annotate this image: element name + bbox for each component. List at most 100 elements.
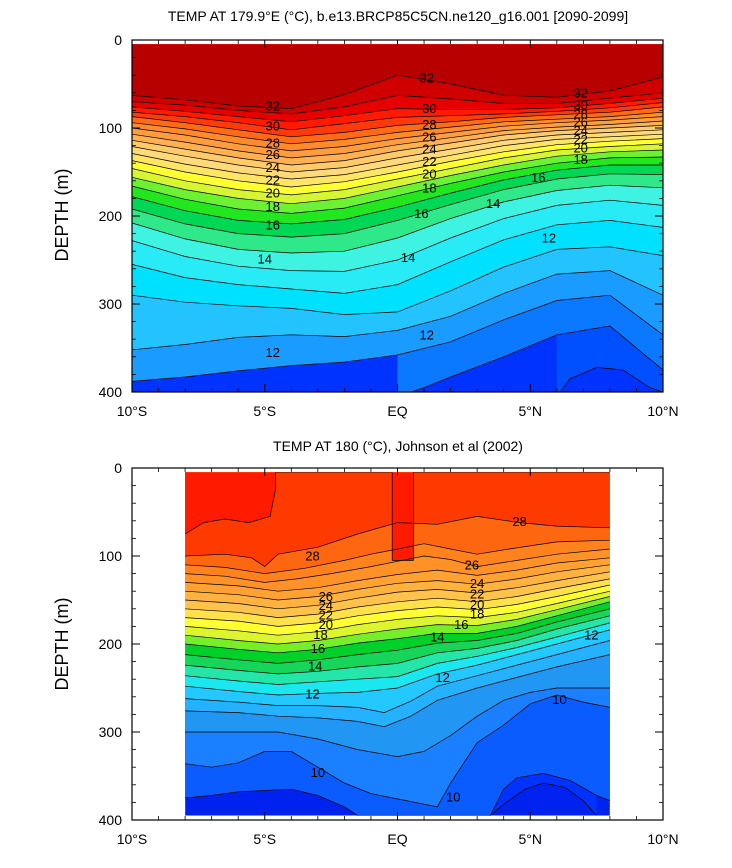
panel-top-contour-label: 20 (265, 186, 279, 201)
panel-bottom-isotherm-27 (185, 539, 610, 574)
panel-top-y-tick-label: 300 (99, 296, 123, 312)
panel-top-contour-label: 14 (486, 196, 500, 211)
panel-bottom-contour-label: 12 (435, 670, 449, 685)
panel-top-x-tick-label: 10°N (647, 403, 678, 419)
panel-bottom-x-tick-label: 10°S (117, 831, 148, 847)
panel-top-x-tick-label: 5°N (519, 403, 543, 419)
panel-top-contour-label: 32 (573, 85, 587, 100)
panel-top-isotherm-22 (132, 133, 663, 180)
panel-top-isotherm-31 (132, 92, 663, 115)
panel-top-isotherm-30 (132, 97, 663, 123)
panel-bottom-contour-label: 20 (470, 597, 484, 612)
panel-top-band-32 (132, 44, 663, 109)
panel-top-isotherm-24 (132, 125, 663, 166)
panel-top-isotherm-23 (132, 129, 663, 173)
panel-top-isotherm-13 (132, 220, 663, 294)
panel-bottom-isotherm-10 (185, 694, 610, 808)
panel-bottom-contour-label: 26 (465, 557, 479, 572)
panel-bottom-isotherm-16 (185, 615, 610, 675)
panel-bottom-contour-label: 24 (470, 576, 484, 591)
panel-top-isotherm-10 (132, 294, 663, 382)
panel-top-isotherm-17 (132, 164, 663, 225)
panel-bottom-contour-label: 22 (470, 586, 484, 601)
panel-bottom-contour-lines (185, 472, 610, 816)
panel-top-isotherm-16 (132, 173, 663, 238)
panel-bottom-isotherm-29 (185, 472, 610, 561)
panel-top-contour-label: 30 (265, 119, 279, 134)
panel-top-y-tick-label: 100 (99, 120, 123, 136)
panel-top-contour-label: 16 (531, 170, 545, 185)
panel-bottom-contour-label: 14 (308, 659, 322, 674)
panel-top-contour-label: 32 (419, 70, 433, 85)
panel-bottom-y-tick-label: 0 (114, 460, 122, 476)
panel-top-contour-label: 22 (573, 132, 587, 147)
panel-top-contour-label: 30 (573, 98, 587, 113)
panel-top-contour-fills (132, 44, 663, 393)
panel-top-contour-label: 28 (265, 135, 279, 150)
panel-top-isotherm-19 (132, 149, 663, 205)
panel-top-isotherm-32 (132, 74, 663, 109)
panel-bottom-x-tick-label: 5°N (519, 831, 543, 847)
panel-top-isotherm-28 (132, 106, 663, 138)
panel-top-isotherm-26 (132, 116, 663, 152)
panel-bottom-contour-label: 18 (313, 627, 327, 642)
panel-bottom-contour-label: 20 (319, 617, 333, 632)
panel-top-contour-label: 20 (422, 166, 436, 181)
panel-top-contour-label: 32 (265, 99, 279, 114)
panel-top-isotherm-12 (132, 246, 663, 315)
panel-top-title: TEMP AT 179.9°E (°C), b.e13.BRCP85C5CN.n… (168, 8, 628, 24)
panel-bottom-isotherm-26 (185, 548, 610, 583)
panel-top-isotherm-29 (132, 102, 663, 131)
panel-bottom-y-tick-label: 400 (99, 812, 123, 828)
panel-bottom-contour-label: 12 (584, 628, 598, 643)
panel-bottom-title: TEMP AT 180 (°C), Johnson et al (2002) (273, 438, 523, 454)
panel-bottom-contour-label: 28 (305, 549, 319, 564)
panel-top-contour-label: 14 (401, 250, 415, 265)
panel-bottom-y-tick-label: 100 (99, 548, 123, 564)
panel-top-contour-label: 22 (265, 172, 279, 187)
panel-bottom-contour-label: 26 (319, 589, 333, 604)
panel-top-contour-label: 26 (422, 129, 436, 144)
panel-top-x-tick-label: 10°S (117, 403, 148, 419)
panel-bottom-isotherm-8 (490, 782, 597, 816)
panel-top-contour-label: 12 (419, 327, 433, 342)
panel-bottom-contour-label: 28 (512, 514, 526, 529)
panel-top-contour-lines (132, 74, 663, 393)
panel-bottom-isotherm-24 (185, 564, 610, 601)
panel-bottom-x-tick-label: 5°S (253, 831, 276, 847)
panel-bottom-y-tick-label: 300 (99, 724, 123, 740)
panel-top-contour-label: 26 (265, 147, 279, 162)
panel-bottom-x-tick-label: 10°N (647, 831, 678, 847)
panel-top-isotherm-14 (132, 199, 663, 272)
panel-top-contour-label: 28 (422, 117, 436, 132)
panel-bottom-isotherm-28 (185, 516, 610, 568)
panel-top-y-tick-label: 400 (99, 384, 123, 400)
panel-top-isotherm-25 (132, 120, 663, 159)
panel-top-contour-label: 26 (573, 114, 587, 129)
panel-top-isotherm-20 (132, 143, 663, 196)
panel-bottom-isotherm-22 (185, 578, 610, 618)
panel-top-contour-label: 12 (542, 231, 556, 246)
panel-top-isotherm-8 (559, 367, 663, 393)
panel-bottom-isotherm-21 (185, 584, 610, 627)
panel-top-isotherm-9 (409, 325, 663, 393)
panel-top-contour-label: 16 (265, 217, 279, 232)
panel-bottom-isotherm-12 (185, 654, 610, 728)
panel-top: TEMP AT 179.9°E (°C), b.e13.BRCP85C5CN.n… (52, 8, 679, 419)
panel-bottom-x-tick-label: EQ (387, 831, 407, 847)
panel-top-contour-label: 16 (414, 206, 428, 221)
panel-bottom-contour-fills (185, 472, 610, 816)
panel-bottom-isotherm-18 (185, 601, 610, 654)
panel-top-contour-label: 14 (258, 252, 272, 267)
panel-top-isotherm-11 (132, 270, 663, 351)
panel-top-contour-label: 18 (422, 180, 436, 195)
panel-bottom-isotherm-11 (185, 687, 610, 757)
panel-top-isotherm-27 (132, 111, 663, 145)
panel-top-contour-label: 24 (573, 123, 587, 138)
panel-top-y-tick-label: 0 (114, 32, 122, 48)
panel-top-x-tick-label: EQ (387, 403, 407, 419)
panel-top-contour-label: 20 (573, 141, 587, 156)
panel-bottom: TEMP AT 180 (°C), Johnson et al (2002) D… (52, 438, 679, 847)
panel-bottom-contour-label: 12 (305, 687, 319, 702)
